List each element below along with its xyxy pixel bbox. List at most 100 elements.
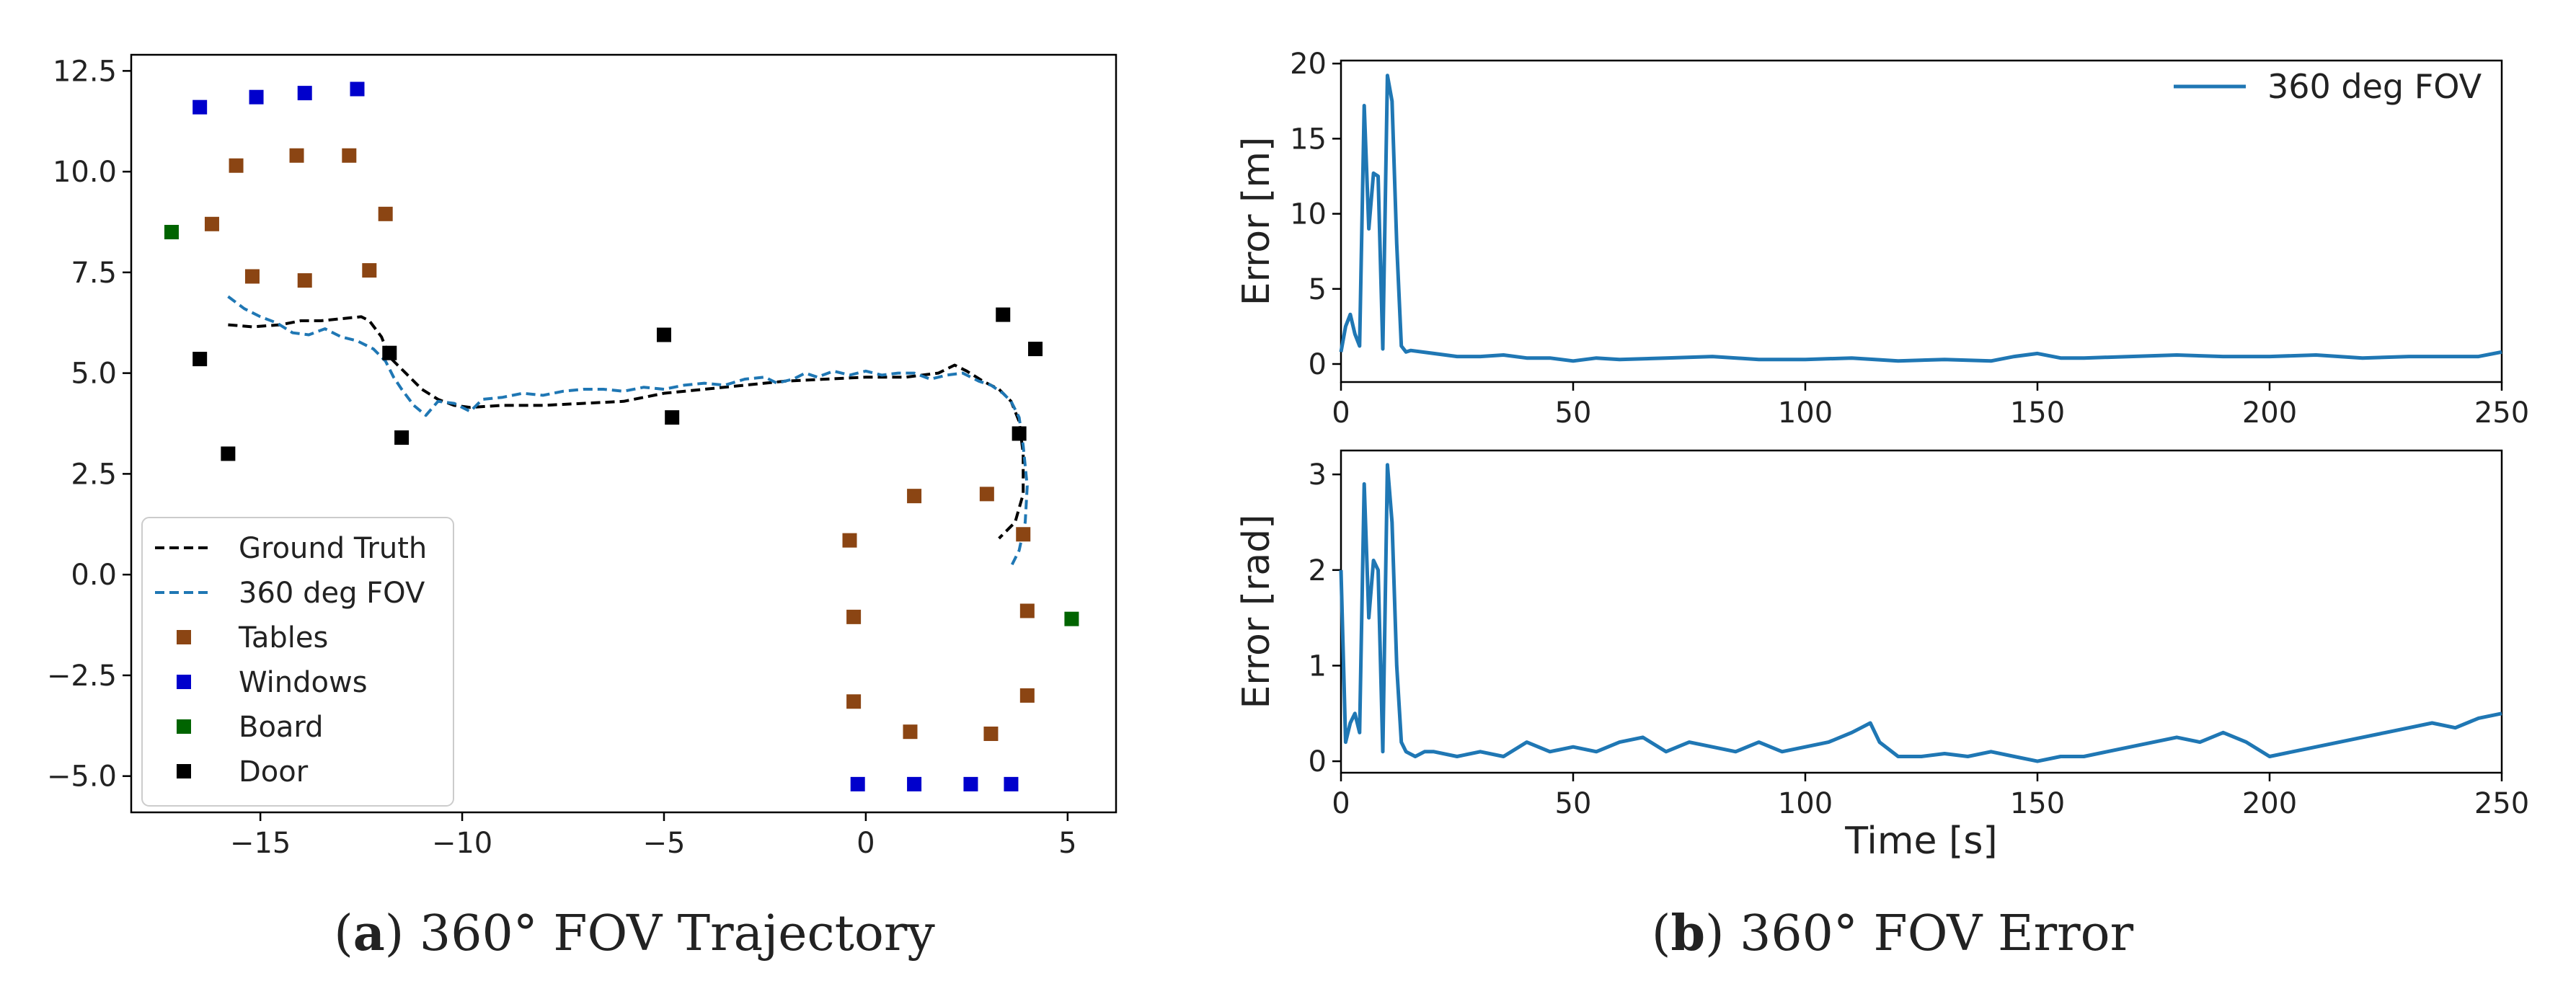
y-tick-label: −2.5 bbox=[47, 660, 117, 693]
y-tick-label: 0 bbox=[1309, 745, 1327, 778]
y-tick-label: 5 bbox=[1309, 273, 1327, 306]
x-tick-label: 0 bbox=[857, 827, 875, 860]
caption-b: (b) 360° FOV Error bbox=[1652, 905, 2134, 962]
windows-marker bbox=[249, 89, 264, 105]
legend-box bbox=[141, 517, 454, 807]
x-tick-label: 250 bbox=[2474, 396, 2529, 430]
x-tick-label: 5 bbox=[1058, 827, 1076, 860]
door-marker bbox=[192, 352, 208, 367]
caption-a: (a) 360° FOV Trajectory bbox=[334, 905, 935, 962]
y-tick-label: 12.5 bbox=[53, 55, 117, 88]
windows-marker bbox=[850, 776, 865, 791]
door-marker bbox=[1028, 342, 1043, 357]
caption-a-letter: a bbox=[353, 905, 385, 962]
tables-marker bbox=[983, 726, 999, 741]
windows-marker bbox=[907, 776, 922, 791]
tables-marker bbox=[1016, 527, 1031, 542]
x-axis-label: Time [s] bbox=[1844, 820, 1997, 863]
tables-marker bbox=[842, 533, 857, 548]
windows-marker bbox=[963, 776, 978, 791]
position-error-plot: 0 50 100 150 200 250 0 5 10 15 20 Error [m] 360 deg … bbox=[1235, 48, 2529, 430]
x-tick-label: 0 bbox=[1332, 787, 1350, 820]
legend-label-ground-truth: Ground Truth bbox=[239, 532, 427, 565]
y-tick-label: 0 bbox=[1309, 348, 1327, 381]
door-marker bbox=[656, 327, 671, 342]
tables-marker bbox=[979, 487, 994, 502]
door-marker bbox=[394, 430, 410, 445]
y-tick-label: 2 bbox=[1309, 554, 1327, 587]
x-tick-label: 0 bbox=[1332, 396, 1350, 430]
y-tick-label: 1 bbox=[1309, 649, 1327, 683]
tables-marker bbox=[846, 609, 862, 624]
legend-label-door: Door bbox=[239, 755, 309, 789]
tables-marker bbox=[903, 724, 918, 740]
x-tick-label: −15 bbox=[230, 827, 291, 860]
x-tick-label: 50 bbox=[1555, 396, 1592, 430]
tables-marker bbox=[362, 263, 377, 278]
trajectory-frame bbox=[130, 53, 1117, 814]
y-tick-label: 2.5 bbox=[71, 458, 117, 491]
legend-label-tables: Tables bbox=[238, 621, 328, 654]
y-tick-label: 10.0 bbox=[53, 156, 117, 189]
caption-b-letter: b bbox=[1670, 905, 1705, 962]
y-tick-label: 10 bbox=[1290, 198, 1327, 231]
windows-marker bbox=[350, 81, 365, 97]
x-tick-label: 50 bbox=[1555, 787, 1592, 820]
board-marker bbox=[164, 224, 179, 239]
door-marker bbox=[221, 446, 236, 461]
tables-marker bbox=[378, 206, 393, 221]
y-tick-label: 0.0 bbox=[71, 559, 117, 592]
tables-marker bbox=[204, 216, 219, 231]
y-axis-label: Error [m] bbox=[1235, 137, 1278, 306]
ground-truth-line bbox=[228, 315, 1025, 540]
windows-marker bbox=[1004, 776, 1019, 791]
trajectory-plot: −15 −10 −5 0 5 12.5 10.0 7.5 5.0 2.5 0.0 −2.5 −5.0 Gr… bbox=[47, 53, 1117, 860]
legend-swatch-windows bbox=[177, 675, 191, 689]
orientation-error-series-line bbox=[1339, 463, 2502, 763]
y-tick-label: 3 bbox=[1309, 458, 1327, 492]
tables-marker bbox=[1019, 603, 1035, 618]
y-axis-label: Error [rad] bbox=[1235, 514, 1278, 709]
x-tick-label: 100 bbox=[1778, 787, 1833, 820]
position-error-series-line bbox=[1339, 74, 2502, 363]
caption-a-text: 360° FOV Trajectory bbox=[404, 905, 935, 962]
door-marker bbox=[1012, 426, 1027, 441]
y-tick-label: 7.5 bbox=[71, 257, 117, 290]
y-tick-label: 20 bbox=[1290, 48, 1327, 81]
position-error-frame bbox=[1340, 59, 2503, 383]
tables-marker bbox=[297, 273, 312, 288]
legend-swatch-board bbox=[177, 719, 191, 734]
tables-marker bbox=[846, 694, 862, 709]
x-tick-label: 100 bbox=[1778, 396, 1833, 430]
legend-swatch-door bbox=[177, 764, 191, 778]
caption-b-text: 360° FOV Error bbox=[1725, 905, 2134, 962]
legend-label-windows: Windows bbox=[239, 666, 368, 699]
360-deg-fov-line bbox=[227, 295, 1029, 567]
tables-marker bbox=[289, 148, 304, 163]
tables-marker bbox=[229, 158, 244, 173]
board-marker bbox=[1064, 611, 1079, 626]
windows-marker bbox=[192, 99, 208, 115]
x-tick-label: 150 bbox=[2010, 396, 2065, 430]
tables-marker bbox=[907, 489, 922, 504]
orientation-error-plot: 0 50 100 150 200 250 0 1 2 3 Error [rad] Time [s] bbox=[1235, 449, 2529, 863]
door-marker bbox=[996, 307, 1011, 322]
door-marker bbox=[665, 410, 680, 425]
legend-label-360-deg-fov: 360 deg FOV bbox=[2267, 67, 2482, 106]
tables-marker bbox=[1019, 688, 1035, 703]
tables-marker bbox=[342, 148, 357, 163]
x-tick-label: −5 bbox=[642, 827, 685, 860]
y-tick-label: 5.0 bbox=[71, 358, 117, 391]
x-tick-label: 250 bbox=[2474, 787, 2529, 820]
legend-label-board: Board bbox=[239, 711, 324, 744]
x-tick-label: 150 bbox=[2010, 787, 2065, 820]
tables-marker bbox=[244, 269, 260, 284]
legend-swatch-tables bbox=[177, 630, 191, 644]
windows-marker bbox=[297, 86, 312, 101]
x-tick-label: 200 bbox=[2242, 787, 2297, 820]
x-tick-label: −10 bbox=[432, 827, 492, 860]
legend-label-360-deg-fov: 360 deg FOV bbox=[239, 577, 425, 610]
x-tick-label: 200 bbox=[2242, 396, 2297, 430]
